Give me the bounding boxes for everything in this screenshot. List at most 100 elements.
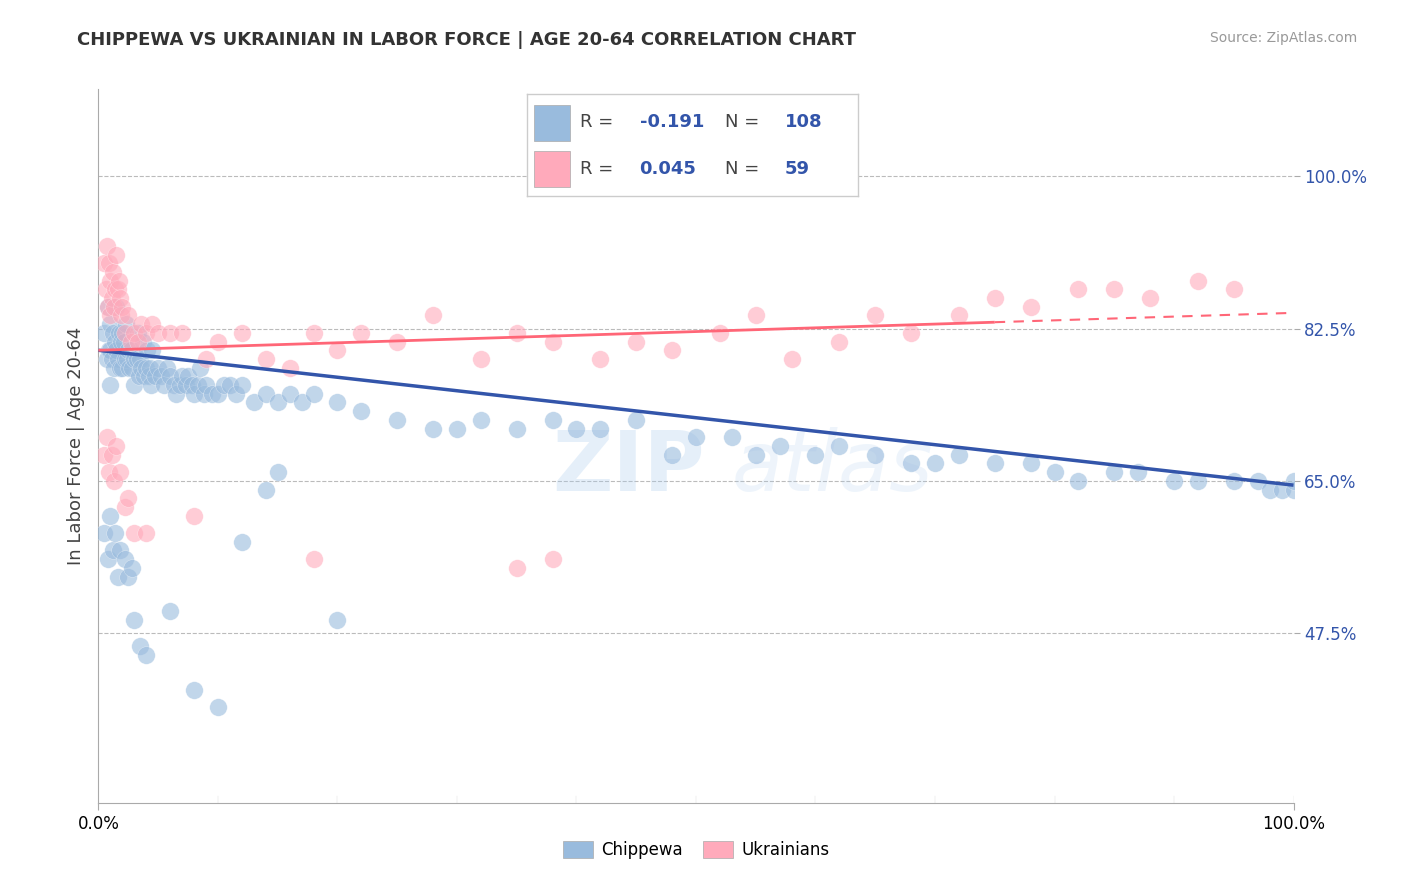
FancyBboxPatch shape [534, 105, 571, 141]
Point [422, 421, 444, 435]
Point [1247, 474, 1270, 488]
Point [115, 351, 138, 366]
Point [124, 613, 146, 627]
Point [385, 334, 409, 349]
Point [148, 360, 170, 375]
Point [93, 526, 115, 541]
Point [1019, 457, 1042, 471]
Point [105, 343, 128, 358]
Point [541, 552, 564, 566]
Text: -0.191: -0.191 [640, 113, 704, 131]
Point [131, 317, 153, 331]
Text: Source: ZipAtlas.com: Source: ZipAtlas.com [1209, 31, 1357, 45]
Point [1223, 282, 1246, 296]
Point [139, 360, 162, 375]
Point [117, 343, 139, 358]
FancyBboxPatch shape [534, 151, 571, 187]
Point [98, 343, 121, 358]
Point [661, 448, 683, 462]
Point [278, 360, 301, 375]
Point [139, 378, 162, 392]
Point [141, 317, 163, 331]
Point [104, 282, 127, 296]
Point [114, 326, 136, 340]
Point [709, 326, 731, 340]
Point [1282, 474, 1305, 488]
Point [302, 326, 325, 340]
Point [183, 682, 205, 697]
Point [1104, 465, 1126, 479]
Point [254, 351, 277, 366]
Point [125, 351, 148, 366]
Point [97, 552, 120, 566]
Point [506, 421, 529, 435]
Point [115, 317, 138, 331]
Point [105, 300, 128, 314]
Point [207, 700, 229, 714]
Point [108, 360, 131, 375]
Point [1067, 474, 1090, 488]
Point [103, 300, 125, 314]
Point [1019, 300, 1042, 314]
Text: 0.045: 0.045 [640, 160, 696, 178]
Point [108, 543, 131, 558]
Point [1258, 483, 1281, 497]
Point [120, 334, 142, 349]
Point [103, 360, 125, 375]
Point [124, 326, 146, 340]
Point [114, 552, 136, 566]
Point [117, 309, 139, 323]
Point [1282, 483, 1305, 497]
Point [865, 448, 887, 462]
Point [565, 421, 588, 435]
Point [153, 378, 176, 392]
Text: ZIP: ZIP [553, 427, 704, 508]
Point [124, 526, 146, 541]
Point [98, 309, 122, 323]
Point [101, 543, 124, 558]
Point [155, 360, 177, 375]
Point [326, 343, 349, 358]
Point [470, 413, 492, 427]
Point [1043, 465, 1066, 479]
Point [326, 613, 349, 627]
Point [589, 421, 612, 435]
Point [101, 326, 124, 340]
Point [165, 386, 187, 401]
Point [136, 343, 159, 358]
Point [98, 343, 122, 358]
Point [98, 317, 122, 331]
Point [1163, 474, 1185, 488]
Point [108, 465, 131, 479]
Point [745, 309, 768, 323]
Point [107, 326, 129, 340]
Point [111, 300, 134, 314]
Point [107, 351, 129, 366]
Point [98, 256, 121, 270]
Point [93, 326, 115, 340]
Point [100, 291, 122, 305]
Text: CHIPPEWA VS UKRAINIAN IN LABOR FORCE | AGE 20-64 CORRELATION CHART: CHIPPEWA VS UKRAINIAN IN LABOR FORCE | A… [77, 31, 856, 49]
Point [135, 648, 157, 662]
Point [243, 395, 266, 409]
Text: R =: R = [581, 160, 619, 178]
Point [207, 334, 229, 349]
Point [117, 491, 139, 506]
Point [98, 274, 122, 288]
Legend: Chippewa, Ukrainians: Chippewa, Ukrainians [557, 834, 835, 866]
Point [1223, 474, 1246, 488]
Text: 59: 59 [785, 160, 810, 178]
Point [721, 430, 744, 444]
Point [506, 561, 529, 575]
Point [193, 386, 215, 401]
Point [900, 326, 922, 340]
Point [108, 291, 131, 305]
Point [254, 386, 277, 401]
Point [105, 247, 128, 261]
Point [589, 351, 612, 366]
Point [804, 448, 827, 462]
Point [188, 360, 211, 375]
Text: N =: N = [725, 160, 765, 178]
Point [120, 343, 142, 358]
Point [201, 386, 224, 401]
